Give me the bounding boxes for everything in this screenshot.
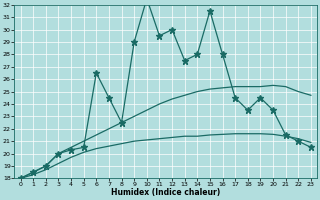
X-axis label: Humidex (Indice chaleur): Humidex (Indice chaleur) [111, 188, 220, 197]
